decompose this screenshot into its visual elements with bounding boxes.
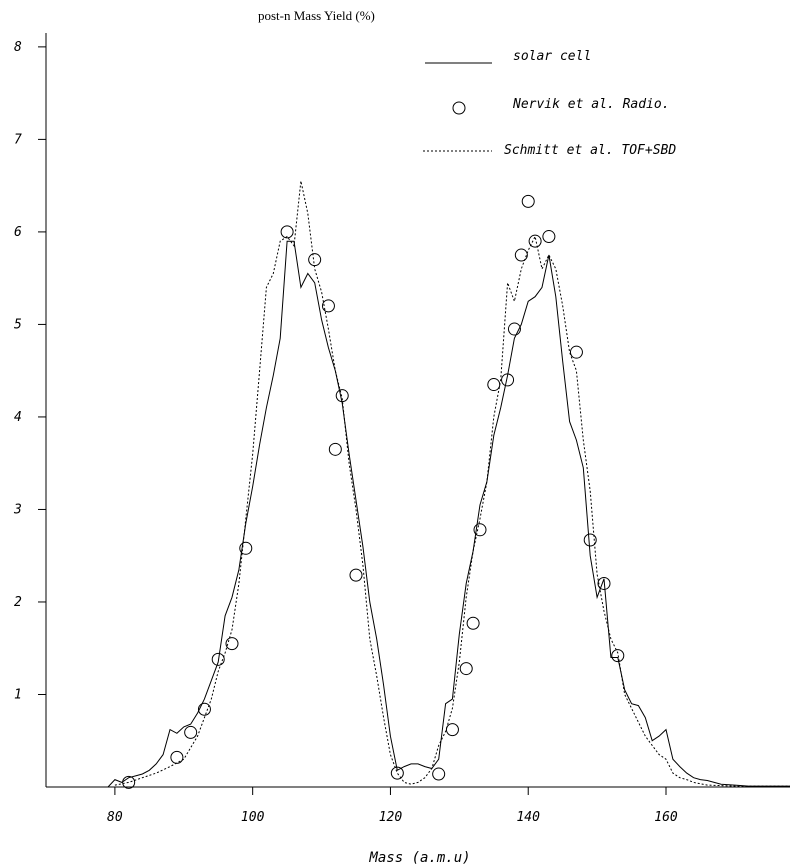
legend-swatch-nervik — [452, 101, 466, 115]
data-point — [459, 662, 473, 676]
x-axis-ticks: 80 100 120 140 160 — [107, 787, 678, 825]
series-nervik-points — [122, 194, 625, 789]
data-point — [122, 775, 136, 789]
data-point — [328, 442, 342, 456]
y-tick-label: 8 — [14, 40, 22, 55]
data-point — [583, 533, 597, 547]
legend-label: solar cell — [513, 49, 591, 64]
data-point — [501, 373, 515, 387]
series-schmitt-line — [114, 180, 790, 787]
data-point — [211, 652, 225, 666]
data-point — [170, 750, 184, 764]
data-point — [321, 299, 335, 313]
x-tick-label: 80 — [107, 810, 123, 825]
data-point — [445, 723, 459, 737]
x-tick-label: 120 — [379, 810, 403, 825]
data-point — [507, 322, 521, 336]
data-point — [542, 230, 556, 244]
data-point — [239, 541, 253, 555]
x-tick-label: 140 — [516, 810, 540, 825]
data-point — [597, 576, 611, 590]
data-point — [528, 234, 542, 248]
legend-label: Nervik et al. Radio. — [512, 97, 670, 112]
y-tick-label: 6 — [14, 225, 22, 240]
data-point — [514, 248, 528, 262]
x-tick-label: 160 — [654, 810, 678, 825]
data-point — [349, 568, 363, 582]
series-layer — [46, 180, 790, 789]
data-point — [466, 616, 480, 630]
x-axis-title: Mass (a.m.u) — [368, 850, 470, 866]
data-point — [197, 702, 211, 716]
data-point — [611, 649, 625, 663]
plot-frame — [45, 33, 790, 788]
data-point — [432, 767, 446, 781]
data-point — [184, 725, 198, 739]
data-point — [473, 523, 487, 537]
y-tick-label: 2 — [14, 595, 22, 610]
data-point — [521, 194, 535, 208]
y-tick-label: 1 — [14, 687, 22, 702]
y-tick-label: 5 — [14, 317, 22, 332]
data-point — [308, 253, 322, 267]
y-tick-label: 3 — [13, 502, 22, 517]
data-point — [225, 637, 239, 651]
data-point — [280, 225, 294, 239]
series-solar-cell-line — [46, 240, 790, 788]
y-tick-label: 4 — [14, 410, 22, 425]
data-point — [569, 345, 583, 359]
x-tick-label: 100 — [241, 810, 265, 825]
y-axis-title: post-n Mass Yield (%) — [258, 8, 375, 23]
data-point — [390, 766, 404, 780]
data-point — [487, 378, 501, 392]
y-tick-label: 7 — [14, 132, 22, 147]
legend: solar cell Nervik et al. Radio. Schmitt et… — [423, 49, 676, 158]
y-axis-ticks: 1 2 3 4 5 6 7 8 — [13, 40, 46, 702]
legend-label: Schmitt et al. TOF+SBD — [504, 143, 676, 158]
data-point — [335, 389, 349, 403]
